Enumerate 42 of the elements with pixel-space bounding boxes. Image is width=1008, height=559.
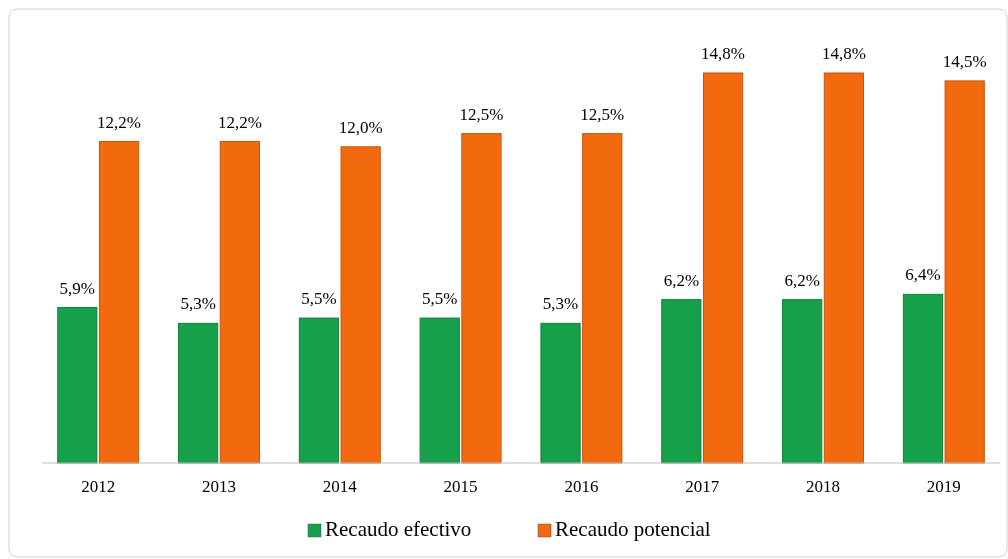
data-label: 12,5% bbox=[459, 104, 504, 124]
x-tick-label: 2012 bbox=[81, 477, 116, 496]
x-tick-label: 2015 bbox=[443, 477, 478, 496]
data-label: 12,2% bbox=[97, 112, 141, 132]
x-tick-label: 2016 bbox=[564, 477, 599, 496]
bar bbox=[57, 307, 98, 464]
data-label: 14,8% bbox=[701, 44, 746, 63]
bar bbox=[582, 133, 623, 464]
bar bbox=[219, 141, 260, 464]
bar bbox=[944, 80, 985, 464]
legend-label: Recaudo potencial bbox=[555, 517, 711, 541]
bar bbox=[340, 146, 381, 464]
bar bbox=[902, 293, 944, 464]
data-label: 12,2% bbox=[217, 112, 262, 132]
bar bbox=[661, 299, 702, 464]
bar bbox=[98, 141, 140, 464]
data-label: 14,8% bbox=[821, 44, 866, 63]
data-label: 5,5% bbox=[422, 289, 458, 309]
bar bbox=[461, 133, 502, 464]
bar bbox=[298, 317, 340, 464]
x-tick-label: 2017 bbox=[685, 477, 720, 496]
x-tick-label: 2019 bbox=[926, 477, 961, 496]
data-label: 6,2% bbox=[784, 270, 820, 290]
data-label: 5,5% bbox=[301, 289, 337, 309]
bar bbox=[419, 317, 460, 464]
data-label: 5,3% bbox=[542, 294, 579, 314]
bar bbox=[782, 299, 823, 464]
data-label: 12,5% bbox=[580, 104, 625, 124]
data-label: 5,3% bbox=[180, 294, 216, 314]
bar bbox=[540, 322, 581, 464]
bar bbox=[823, 72, 864, 464]
legend-label: Recaudo efectivo bbox=[325, 517, 472, 541]
data-label: 12,0% bbox=[338, 117, 383, 137]
data-label: 6,2% bbox=[663, 270, 700, 290]
bar bbox=[702, 72, 744, 464]
bar bbox=[178, 322, 219, 464]
data-label: 5,9% bbox=[59, 278, 96, 298]
x-tick-label: 2018 bbox=[806, 477, 841, 496]
data-label: 14,5% bbox=[942, 51, 987, 71]
x-tick-label: 2013 bbox=[201, 477, 236, 496]
x-tick-label: 2014 bbox=[322, 477, 358, 496]
data-label: 6,4% bbox=[905, 265, 941, 285]
